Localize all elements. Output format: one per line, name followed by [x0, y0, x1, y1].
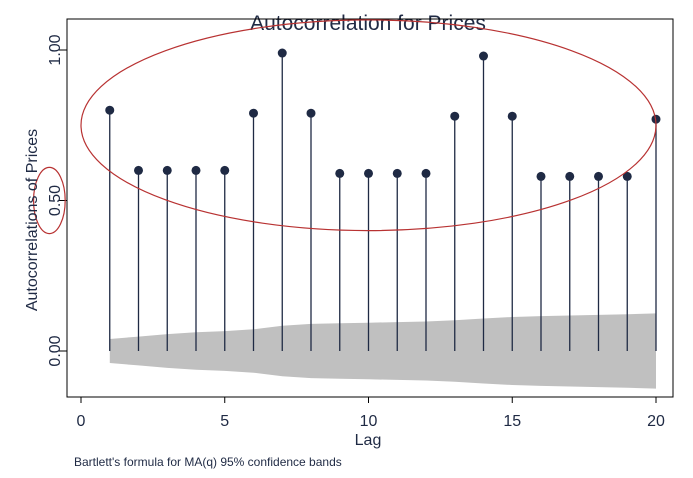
acf-point	[277, 48, 287, 58]
acf-point	[421, 168, 431, 178]
acf-point	[450, 111, 460, 121]
confidence-band	[109, 313, 657, 389]
acf-point	[565, 171, 575, 181]
acf-point	[479, 51, 488, 61]
acf-point	[594, 171, 603, 181]
acf-point	[622, 171, 632, 181]
x-tick-label: 0	[77, 413, 86, 430]
x-tick-label: 20	[647, 413, 665, 430]
annotation-layer	[32, 19, 657, 235]
y-tick-label: 1.00	[47, 34, 64, 65]
acf-point	[392, 168, 402, 178]
x-axis-label: Lag	[355, 432, 382, 449]
plot-border	[66, 18, 674, 398]
acf-point	[364, 168, 373, 178]
acf-point	[191, 165, 201, 175]
chart-title: Autocorrelation for Prices	[250, 12, 486, 35]
y-axis-label: Autocorrelations of Prices	[24, 129, 41, 311]
confidence-band-layer	[109, 313, 657, 389]
acf-point	[335, 168, 345, 178]
x-tick-label: 15	[503, 413, 521, 430]
acf-point	[507, 111, 517, 121]
acf-point	[249, 108, 258, 118]
x-tick-label: 10	[360, 413, 378, 430]
acf-point	[306, 108, 316, 118]
y-tick-label: 0.50	[47, 185, 64, 216]
axes-layer: 0.00 0.50 1.00 0 5 10 15 20	[47, 18, 674, 430]
annotation-ellipse	[80, 19, 657, 232]
stems-layer	[105, 48, 661, 351]
confidence-band-note: Bartlett's formula for MA(q) 95% confide…	[74, 455, 342, 469]
acf-point	[105, 105, 115, 115]
y-tick-label: 0.00	[47, 335, 64, 366]
x-tick-label: 5	[220, 413, 229, 430]
annotation-ellipse	[32, 166, 66, 235]
acf-point	[536, 171, 546, 181]
acf-point	[134, 165, 143, 175]
acf-point	[220, 165, 230, 175]
acf-point	[162, 165, 172, 175]
